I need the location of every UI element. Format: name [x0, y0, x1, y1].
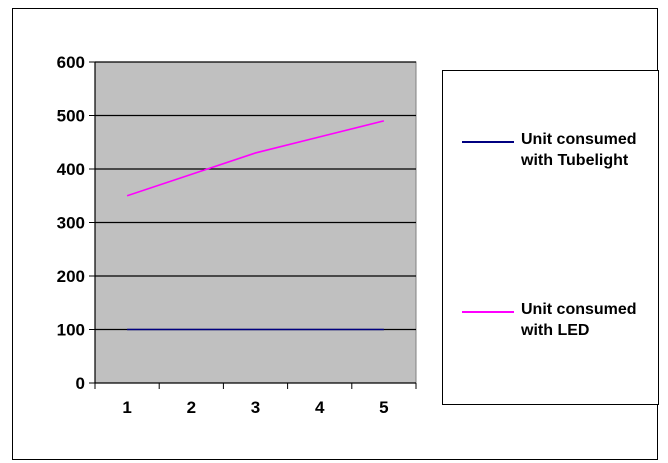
x-tick-label: 2 — [187, 398, 196, 417]
legend-swatch-tubelight — [462, 141, 514, 143]
y-tick-label: 0 — [76, 374, 85, 393]
series-line-led — [126, 120, 385, 197]
legend-label-led: Unit consumed with LED — [521, 301, 637, 339]
legend: Unit consumed with Tubelight Unit consum… — [442, 70, 659, 405]
series-lines — [126, 120, 385, 331]
x-axis-ticks: 1 2 3 4 5 — [94, 383, 417, 417]
x-tick-label: 1 — [122, 398, 131, 417]
y-tick-label: 400 — [57, 160, 85, 179]
legend-swatch-led — [462, 311, 514, 313]
x-tick-label: 5 — [379, 398, 388, 417]
y-tick-label: 600 — [57, 53, 85, 72]
x-tick-label: 3 — [251, 398, 260, 417]
y-axis-ticks: 0 100 200 300 400 500 600 — [57, 53, 95, 393]
y-tick-label: 200 — [57, 267, 85, 286]
y-tick-label: 500 — [57, 107, 85, 126]
y-tick-label: 300 — [57, 214, 85, 233]
y-tick-label: 100 — [57, 321, 85, 340]
legend-label-tubelight: Unit consumed with Tubelight — [521, 131, 637, 169]
x-tick-label: 4 — [315, 398, 325, 417]
